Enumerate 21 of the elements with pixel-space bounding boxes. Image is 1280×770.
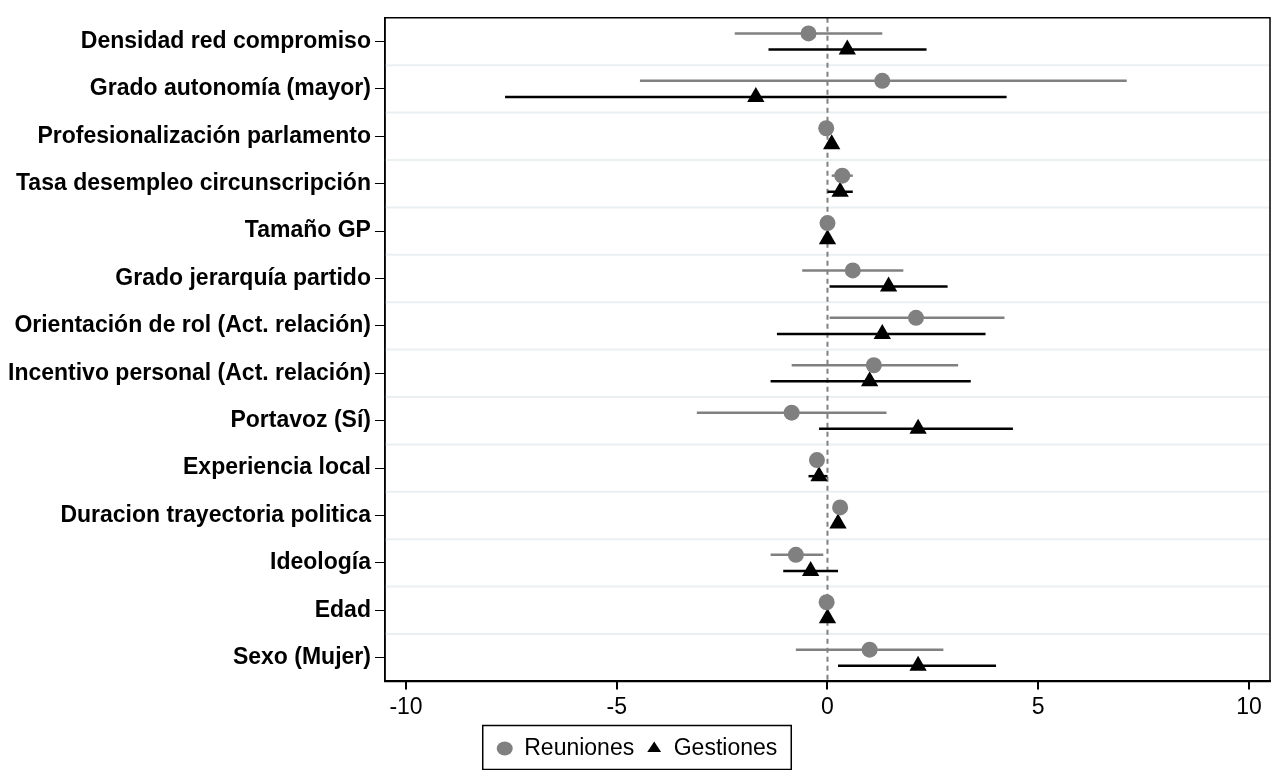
x-tick-label: -5: [606, 692, 627, 719]
y-tick-label: Sexo (Mujer): [232, 643, 371, 670]
y-tick-label: Duracion trayectoria politica: [60, 500, 372, 527]
x-tick-label: 10: [1236, 692, 1262, 719]
x-tick-label: -10: [389, 692, 423, 719]
y-tick-label: Densidad red compromiso: [80, 26, 371, 53]
legend-label: Gestiones: [673, 733, 778, 760]
y-tick-label: Tasa desempleo circunscripción: [16, 169, 371, 196]
y-tick-label: Experiencia local: [183, 453, 371, 480]
y-tick-label: Incentivo personal (Act. relación): [8, 358, 371, 385]
y-tick-label: Grado jerarquía partido: [115, 263, 371, 290]
y-tick-label: Profesionalización parlamento: [37, 121, 371, 148]
x-tick-label: 5: [1031, 692, 1045, 719]
y-tick-label: Edad: [314, 595, 371, 622]
y-tick-label: Orientación de rol (Act. relación): [14, 311, 371, 338]
y-tick-label: Grado autonomía (mayor): [89, 74, 371, 101]
y-tick-label: Ideología: [270, 548, 372, 575]
y-tick-label: Tamaño GP: [244, 216, 371, 243]
x-tick-label: 0: [821, 692, 834, 719]
legend-label: Reuniones: [524, 733, 635, 760]
y-tick-label: Portavoz (Sí): [230, 406, 371, 433]
